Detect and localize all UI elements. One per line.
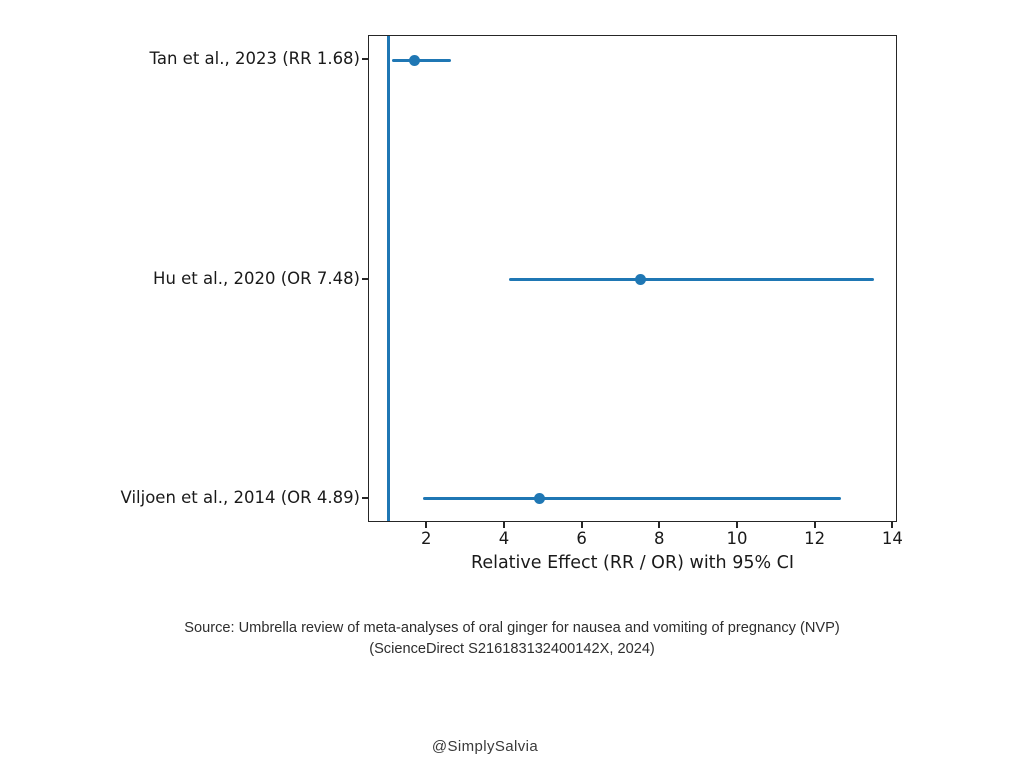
error-bar [508,278,874,281]
x-tick-label: 6 [576,529,587,548]
y-tick-mark [362,58,368,61]
y-tick-mark [362,496,368,499]
x-tick-label: 12 [804,529,826,548]
source-caption-line2: (ScienceDirect S216183132400142X, 2024) [369,641,655,657]
x-tick-mark [502,522,505,528]
point-marker [409,54,421,66]
footer-handle: @SimplySalvia [431,738,539,755]
x-tick-mark [580,522,583,528]
x-tick-label: 10 [726,529,748,548]
x-tick-mark [813,522,816,528]
x-tick-mark [658,522,661,528]
study-label: Viljoen et al., 2014 (OR 4.89) [120,487,360,507]
x-tick-label: 8 [654,529,665,548]
point-marker [634,274,646,285]
y-tick-mark [362,277,368,280]
error-bar [392,58,451,62]
study-label: Hu et al., 2020 (OR 7.48) [153,268,360,288]
x-axis-label: Relative Effect (RR / OR) with 95% CI [470,553,795,573]
error-bar [423,497,841,501]
reference-line [387,36,390,521]
x-tick-label: 14 [881,529,903,548]
study-label: Tan et al., 2023 (RR 1.68) [149,49,360,69]
x-tick-label: 4 [498,529,510,548]
x-tick-mark [425,522,428,528]
point-marker [534,493,545,505]
source-caption-line1: Source: Umbrella review of meta-analyses… [184,620,840,636]
forest-plot-axes [368,35,897,522]
x-tick-mark [891,522,894,528]
x-tick-label: 2 [421,529,432,548]
x-tick-mark [735,522,738,528]
